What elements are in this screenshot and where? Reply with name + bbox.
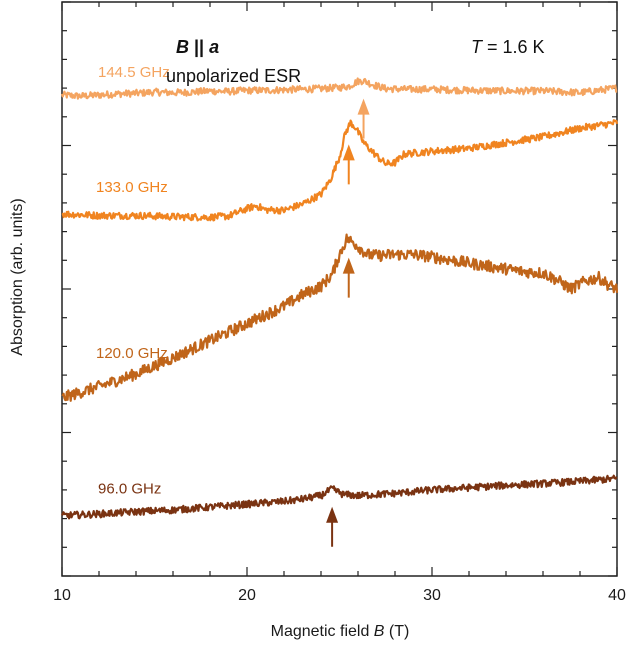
series-line (61, 474, 618, 520)
x-tick-label: 10 (53, 587, 71, 604)
x-axis-label-symbol: B (374, 623, 385, 640)
x-axis-label: Magnetic field B (T) (271, 623, 410, 640)
x-axis-label-text: Magnetic field (271, 623, 370, 640)
orientation-field-symbol: B (176, 37, 189, 57)
series-line (61, 119, 619, 222)
x-axis-label-unit: (T) (389, 623, 409, 640)
series-line (61, 233, 619, 402)
annotation-orientation: B || a (176, 37, 219, 57)
resonance-arrow-head (342, 257, 355, 274)
resonance-arrow-head (357, 98, 370, 115)
x-tick-label: 40 (608, 587, 626, 604)
x-tick-label: 20 (238, 587, 256, 604)
resonance-arrow-head (326, 506, 339, 523)
orientation-axis-symbol: a (209, 37, 219, 57)
series-line (60, 77, 618, 100)
resonance-arrow-head (342, 144, 355, 161)
x-tick-label: 30 (423, 587, 441, 604)
series-label: 144.5 GHz (98, 64, 170, 81)
temperature-symbol: T (471, 37, 484, 57)
series-label: 96.0 GHz (98, 481, 161, 498)
svg-text:B || a: B || a (176, 37, 219, 57)
svg-text:T = 1.6 K: T = 1.6 K (471, 37, 545, 57)
series-label: 133.0 GHz (96, 179, 168, 196)
y-axis-label: Absorption (arb. units) (9, 198, 26, 355)
plot-layer: 10 20 30 40 144.5 GHz 133.0 GHz 120.0 GHz 96.0 … (53, 1, 626, 604)
annotation-temperature: T = 1.6 K (471, 37, 545, 57)
series-label: 120.0 GHz (96, 345, 168, 362)
annotation-mode: unpolarized ESR (166, 66, 301, 86)
temperature-value: = 1.6 K (482, 37, 545, 57)
svg-text:Magnetic field B (T): Magnetic field B (T) (271, 623, 410, 640)
orientation-parallel-symbol: || (189, 37, 209, 57)
